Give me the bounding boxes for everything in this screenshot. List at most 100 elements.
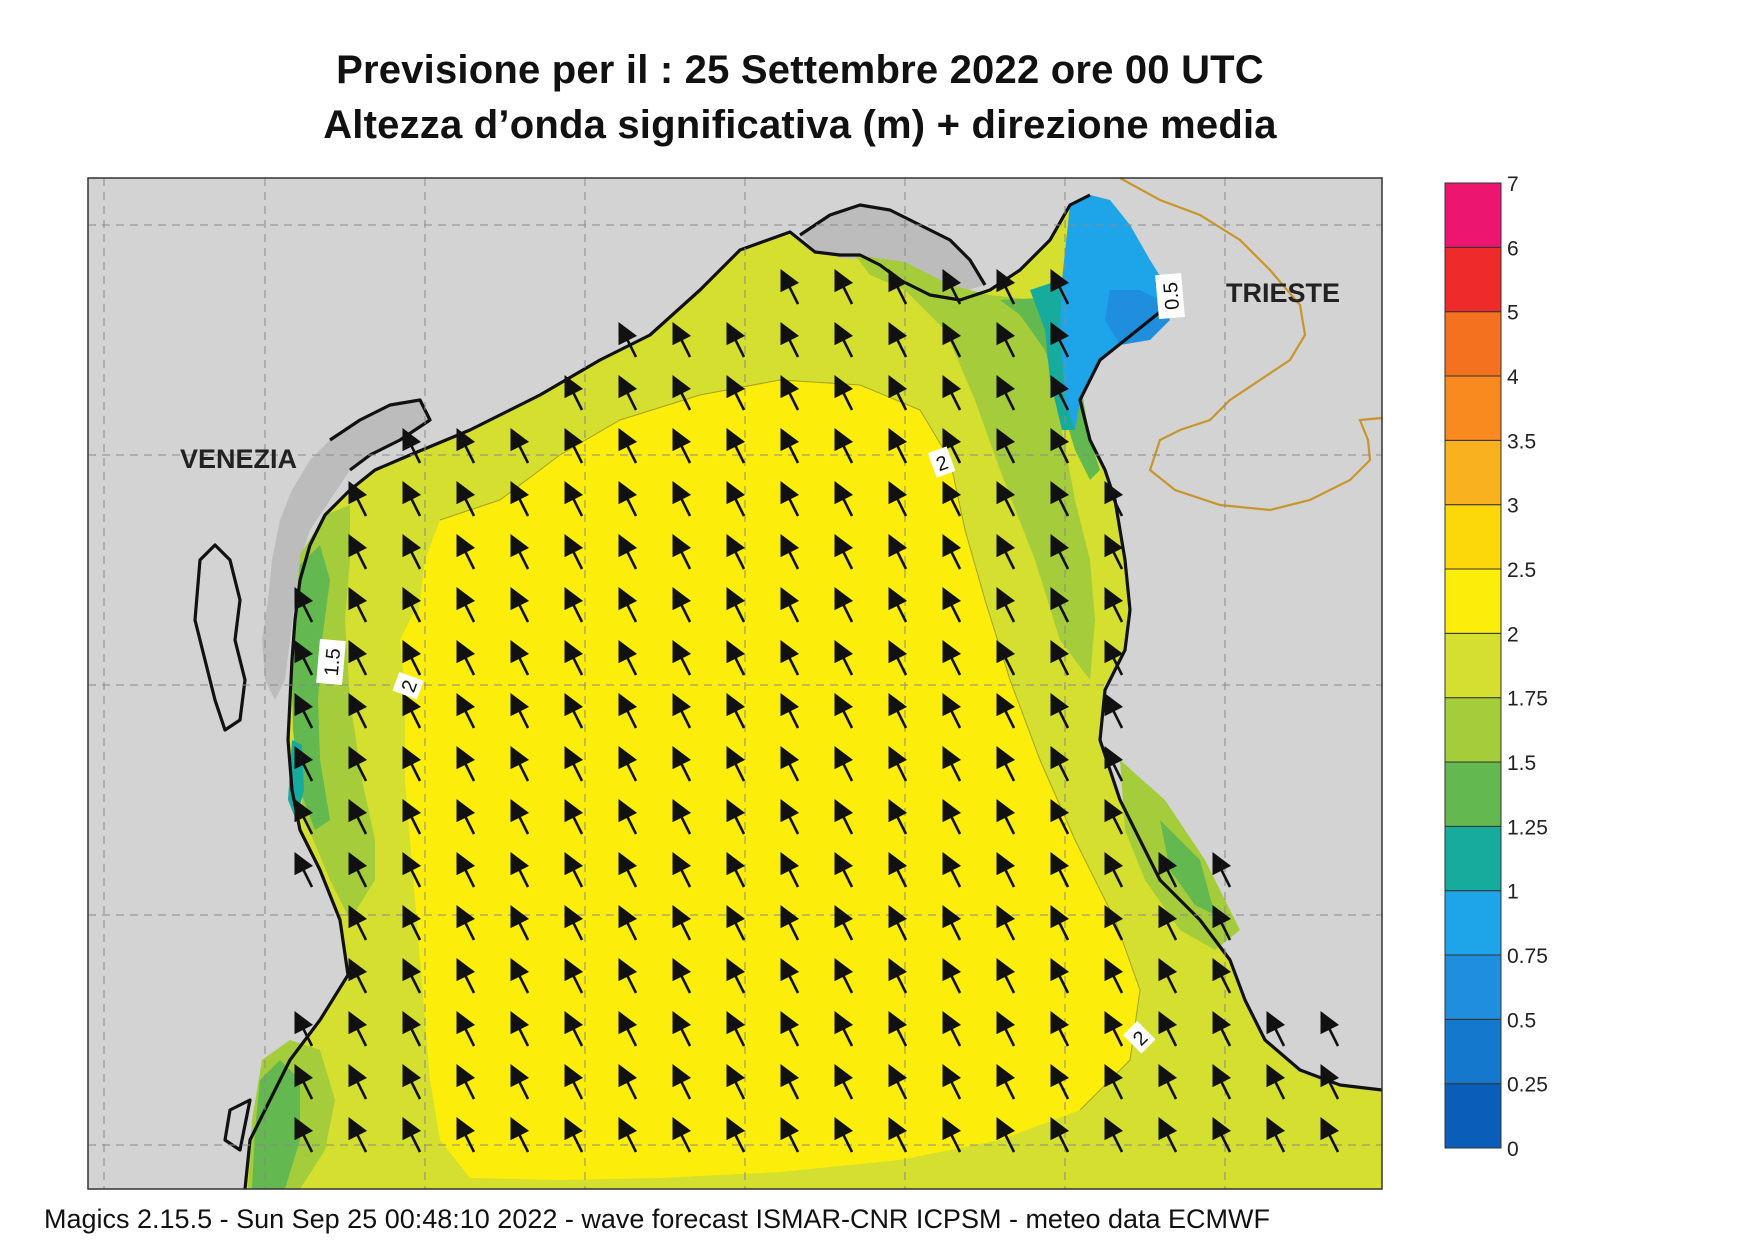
legend-level-label: 0.5 <box>1507 1009 1536 1032</box>
legend-swatch <box>1444 1018 1502 1085</box>
direction-arrow <box>1266 1011 1286 1047</box>
direction-arrow <box>1212 1117 1232 1153</box>
direction-arrow <box>834 799 854 835</box>
direction-arrow <box>834 375 854 411</box>
direction-arrow <box>996 799 1016 835</box>
direction-arrow <box>888 1064 908 1100</box>
direction-arrow <box>348 534 368 570</box>
direction-arrow <box>510 958 530 994</box>
direction-arrow <box>780 269 800 305</box>
direction-arrow <box>996 534 1016 570</box>
land-areas <box>88 178 1382 1189</box>
direction-arrow <box>672 905 692 941</box>
direction-arrow <box>996 905 1016 941</box>
direction-arrow <box>618 322 638 358</box>
direction-arrow <box>1050 746 1070 782</box>
direction-arrow <box>834 958 854 994</box>
direction-arrow <box>888 1011 908 1047</box>
direction-arrow <box>780 799 800 835</box>
direction-arrow <box>726 587 746 623</box>
legend-swatches <box>1444 182 1502 1149</box>
legend-level-label: 0.25 <box>1507 1074 1548 1097</box>
direction-arrow <box>510 1011 530 1047</box>
direction-arrow <box>942 375 962 411</box>
direction-arrow <box>888 1117 908 1153</box>
direction-arrow <box>672 640 692 676</box>
direction-arrow <box>1212 852 1232 888</box>
direction-arrow <box>942 852 962 888</box>
direction-arrow <box>456 693 476 729</box>
zone-midgreen-north <box>1000 298 1100 480</box>
direction-arrow <box>1104 1011 1124 1047</box>
direction-arrow <box>942 587 962 623</box>
direction-arrow <box>402 799 422 835</box>
legend-level-label: 0.75 <box>1507 945 1548 968</box>
direction-arrow <box>1050 1117 1070 1153</box>
legend-swatch <box>1444 632 1502 699</box>
direction-arrow <box>1212 958 1232 994</box>
direction-arrow <box>1158 1011 1178 1047</box>
direction-arrow <box>618 905 638 941</box>
legend-swatch <box>1444 954 1502 1020</box>
direction-arrow <box>510 1117 530 1153</box>
direction-arrow <box>510 640 530 676</box>
direction-arrow <box>564 428 584 464</box>
direction-arrow <box>1104 534 1124 570</box>
direction-arrow <box>780 1117 800 1153</box>
direction-arrow <box>888 693 908 729</box>
direction-arrow <box>888 269 908 305</box>
direction-arrow <box>1104 958 1124 994</box>
direction-arrow <box>726 481 746 517</box>
direction-arrow <box>348 1064 368 1100</box>
direction-arrow <box>888 534 908 570</box>
legend-swatch <box>1444 375 1502 441</box>
direction-arrow <box>888 481 908 517</box>
direction-arrow <box>672 322 692 358</box>
direction-arrow <box>942 1011 962 1047</box>
direction-arrow <box>510 693 530 729</box>
direction-arrow <box>294 640 314 676</box>
direction-arrow <box>672 534 692 570</box>
direction-arrow <box>726 428 746 464</box>
forecast-title: Previsione per il : 25 Settembre 2022 or… <box>336 48 1264 92</box>
direction-arrow <box>618 852 638 888</box>
direction-arrow <box>564 1064 584 1100</box>
direction-arrow <box>348 587 368 623</box>
direction-arrow <box>1050 905 1070 941</box>
legend-level-label: 1.75 <box>1507 688 1548 711</box>
direction-arrow <box>348 799 368 835</box>
direction-arrow <box>780 534 800 570</box>
direction-arrow <box>726 1064 746 1100</box>
direction-arrow <box>1104 640 1124 676</box>
direction-arrow <box>402 852 422 888</box>
direction-arrow <box>294 1011 314 1047</box>
legend-level-label: 4 <box>1507 366 1519 389</box>
direction-arrow <box>1212 905 1232 941</box>
legend-level-label: 0 <box>1507 1138 1519 1161</box>
legend-swatch <box>1444 439 1502 506</box>
direction-arrow <box>996 481 1016 517</box>
direction-arrow <box>564 481 584 517</box>
direction-arrow <box>672 587 692 623</box>
direction-arrow <box>942 958 962 994</box>
direction-arrow <box>942 1064 962 1100</box>
direction-arrow <box>402 1117 422 1153</box>
direction-arrow <box>402 481 422 517</box>
direction-arrow <box>780 640 800 676</box>
direction-arrow <box>1104 746 1124 782</box>
legend-swatch <box>1444 825 1502 892</box>
direction-arrow <box>510 905 530 941</box>
direction-arrow <box>456 534 476 570</box>
direction-arrow <box>996 375 1016 411</box>
direction-arrow <box>996 1011 1016 1047</box>
direction-arrow <box>618 640 638 676</box>
direction-arrow <box>888 375 908 411</box>
direction-arrow <box>456 481 476 517</box>
direction-arrow <box>564 905 584 941</box>
direction-arrow <box>834 322 854 358</box>
direction-arrow <box>294 799 314 835</box>
direction-arrow <box>618 958 638 994</box>
legend-level-label: 7 <box>1507 173 1519 196</box>
direction-arrow <box>1158 1064 1178 1100</box>
